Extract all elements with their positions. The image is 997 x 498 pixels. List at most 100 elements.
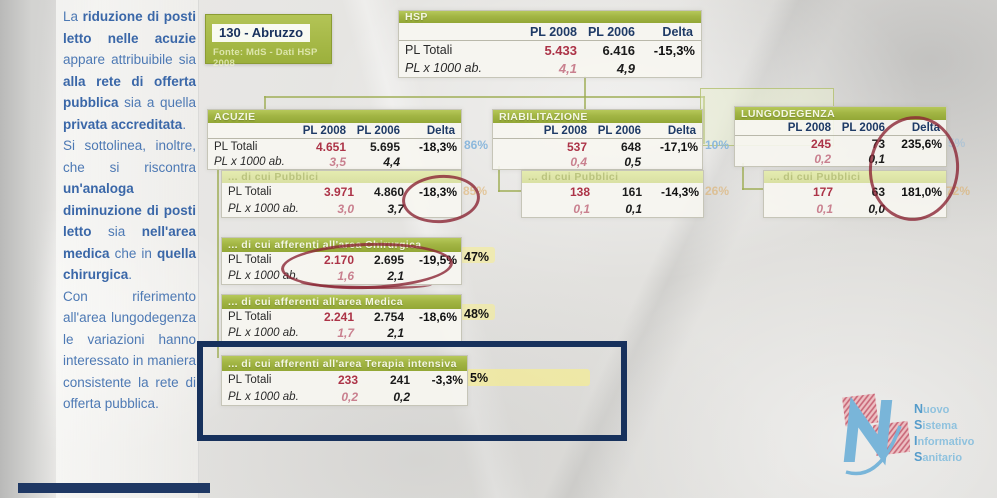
- cell-pl2006: 2,1: [387, 269, 404, 283]
- col-pl2008: PL 2008: [543, 124, 587, 137]
- table-row: 0,2 0,1: [735, 151, 946, 166]
- cell-pl2006: 63: [871, 184, 885, 199]
- table-row: PL x 1000 ab. 1,7 2,1: [222, 325, 461, 341]
- table-row: PL Totali 2.170 2.695 -19,5%: [222, 252, 461, 268]
- emphasis-frame: [197, 341, 627, 441]
- cell-pl2008: 2.241: [323, 310, 354, 324]
- sidebar-text-segment: La: [63, 9, 83, 24]
- col-delta: Delta: [667, 124, 696, 137]
- cell-pl2006: 0,0: [868, 201, 885, 216]
- table-lungodegenza-pubblici: ... di cui Pubblici 177 63 181,0% 0,1 0,0: [763, 170, 947, 218]
- cell-pl2006: 73: [871, 136, 885, 151]
- sidebar-text-segment: quella chirurgica: [63, 245, 196, 283]
- table-lungodegenza-title: LUNGODEGENZA: [735, 107, 946, 120]
- cell-delta: -18,6%: [418, 310, 457, 324]
- share-annotation: 10%: [705, 138, 730, 152]
- sidebar-paragraph: Con riferimento all'area lungodegenza le…: [63, 286, 196, 415]
- sidebar-text-segment: sia: [91, 224, 142, 239]
- sidebar-text-segment: .: [182, 116, 187, 132]
- connector-line: [742, 188, 764, 190]
- logo-rest: nformativo: [917, 436, 975, 448]
- cell-pl2008: 0,4: [570, 154, 587, 169]
- cell-pl2006: 0,5: [624, 154, 641, 169]
- sidebar-commentary: La riduzione di posti letto nelle acuzie…: [63, 6, 196, 415]
- table-riabilitazione-title: RIABILITAZIONE: [493, 110, 702, 123]
- connector-line: [264, 96, 705, 98]
- row-label: PL x 1000 ab.: [228, 327, 299, 339]
- cell-pl2008: 537: [566, 139, 587, 154]
- row-label: PL Totali: [228, 311, 272, 323]
- paper-left-edge: [0, 0, 58, 498]
- share-annotation: 26%: [705, 184, 730, 198]
- footer-bar-fragment: [18, 483, 210, 493]
- logo-initial: S: [914, 450, 923, 464]
- col-pl2006: PL 2006: [587, 24, 635, 39]
- col-pl2006: PL 2006: [356, 124, 400, 137]
- sidebar-text-segment: sia a quella: [118, 95, 196, 110]
- share-annotation: 72%: [946, 184, 971, 198]
- column-header-row: PL 2008 PL 2006 Delta: [735, 120, 946, 136]
- col-delta: Delta: [662, 24, 693, 39]
- cell-delta: -17,1%: [659, 139, 698, 154]
- sidebar-text-segment: riduzione di posti letto nelle acuzie: [63, 9, 196, 46]
- cell-pl2008: 0,2: [814, 151, 831, 166]
- connector-line: [498, 190, 522, 192]
- sidebar-paragraph: La riduzione di posti letto nelle acuzie…: [63, 6, 196, 135]
- cell-pl2006: 0,1: [625, 201, 642, 216]
- table-area-medica-title: ... di cui afferenti all'area Medica: [222, 295, 461, 309]
- table-area-terapia-intensiva-title: ... di cui afferenti all'area Terapia in…: [222, 356, 467, 371]
- cell-pl2008: 138: [569, 184, 590, 199]
- connector-line: [584, 96, 586, 109]
- logo-word: Sistema: [914, 418, 974, 434]
- table-riabilitazione: RIABILITAZIONE PL 2008 PL 2006 Delta 537 64…: [492, 109, 703, 170]
- nsis-logo-text: Nuovo Sistema Informativo Sanitario: [914, 402, 974, 466]
- share-annotation: 86%: [464, 138, 489, 152]
- table-row: PL Totali 2.241 2.754 -18,6%: [222, 309, 461, 325]
- col-pl2006: PL 2006: [597, 124, 641, 137]
- table-row: 0,1 0,1: [522, 200, 703, 217]
- cell-pl2006: 6.416: [602, 42, 635, 58]
- region-header-box: 130 - Abruzzo Fonte: MdS - Dati HSP 2008: [205, 14, 332, 69]
- table-acuzie-title: ACUZIE: [208, 110, 461, 123]
- sidebar-text-segment: che in: [109, 245, 157, 261]
- table-row: PL x 1000 ab. 1,6 2,1: [222, 268, 461, 284]
- sidebar-text-segment: un'analoga diminuzione di posti letto: [63, 181, 196, 239]
- row-label: PL x 1000 ab.: [228, 202, 299, 215]
- cell-pl2008: 0,1: [816, 201, 833, 216]
- table-area-chirurgica: ... di cui afferenti all'area Chirurgica…: [221, 237, 462, 285]
- row-label: PL Totali: [214, 140, 258, 153]
- table-hsp-title: HSP: [399, 11, 701, 23]
- table-lungodegenza-pubblici-title: ... di cui Pubblici: [764, 171, 946, 183]
- table-row: PL x 1000 ab. 3,5 4,4: [208, 154, 461, 169]
- col-pl2008: PL 2008: [787, 121, 831, 134]
- share-annotation: 85%: [463, 184, 488, 198]
- logo-initial: S: [914, 418, 923, 432]
- col-pl2008: PL 2008: [302, 124, 346, 137]
- sidebar-text-segment: .: [128, 267, 133, 282]
- col-delta: Delta: [911, 121, 940, 134]
- logo-word: Informativo: [914, 434, 974, 450]
- cell-pl2006: 4,9: [616, 60, 635, 76]
- row-label: PL Totali: [228, 185, 272, 198]
- table-hsp: HSP PL 2008 PL 2006 Delta PL Totali 5.433 6.…: [398, 10, 702, 78]
- cell-pl2008: 4,1: [558, 60, 577, 76]
- cell-pl2006: 0,2: [393, 389, 410, 404]
- sidebar-text-segment: alla rete di offerta pubblica: [63, 73, 196, 111]
- highlight-mark: [455, 369, 590, 386]
- cell-pl2006: 2.754: [373, 310, 404, 324]
- table-row: 0,4 0,5: [493, 154, 702, 169]
- table-row: PL x 1000 ab. 0,2 0,2: [222, 388, 467, 405]
- col-pl2006: PL 2006: [841, 121, 885, 134]
- region-source: Fonte: MdS - Dati HSP 2008: [213, 47, 318, 69]
- highlight-mark: [455, 247, 495, 263]
- connector-line: [264, 96, 266, 109]
- table-row: 177 63 181,0%: [764, 183, 946, 200]
- cell-pl2006: 241: [389, 372, 410, 387]
- cell-pl2008: 0,2: [341, 389, 358, 404]
- column-header-row: PL 2008 PL 2006 Delta: [399, 23, 701, 41]
- cell-pl2008: 3,5: [329, 154, 346, 169]
- table-area-terapia-intensiva: ... di cui afferenti all'area Terapia in…: [221, 355, 468, 406]
- table-row: 245 73 235,6%: [735, 136, 946, 151]
- nsis-logo-mark-icon: [842, 393, 910, 476]
